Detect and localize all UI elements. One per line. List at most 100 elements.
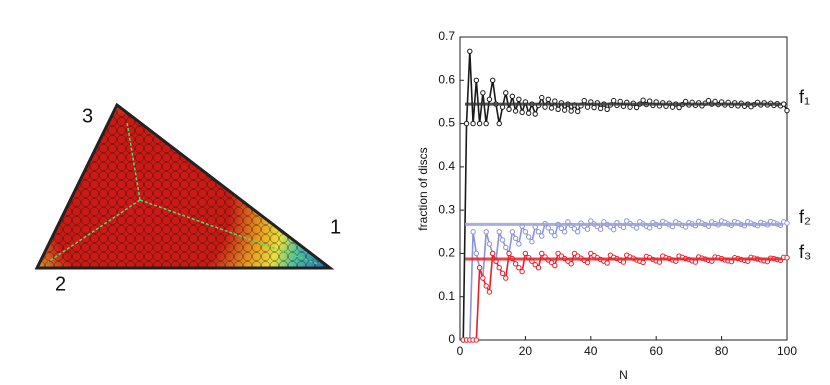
point: [539, 233, 545, 239]
point: [463, 120, 470, 127]
point: [646, 225, 653, 231]
point: [604, 106, 610, 112]
point: [512, 235, 519, 241]
point: [555, 106, 561, 112]
x-tick-label: 100: [777, 344, 797, 358]
point: [483, 229, 489, 235]
vertex-label: 1: [330, 216, 341, 238]
point: [509, 93, 516, 100]
point: [503, 275, 509, 281]
bisector: [139, 199, 319, 265]
point: [610, 97, 617, 104]
point: [575, 108, 581, 115]
point: [561, 107, 568, 113]
point: [529, 239, 535, 245]
point: [483, 120, 489, 127]
x-axis-label: N: [619, 368, 628, 382]
point: [535, 265, 542, 271]
point: [525, 234, 532, 240]
point: [545, 96, 551, 103]
point: [633, 225, 640, 231]
point: [473, 77, 480, 83]
x-tick-label: 0: [457, 344, 464, 358]
point: [545, 225, 551, 231]
point: [496, 229, 502, 235]
point: [781, 101, 787, 107]
point: [503, 90, 509, 96]
bisector: [47, 199, 141, 263]
point: [470, 229, 476, 235]
point: [486, 289, 493, 295]
point: [506, 106, 512, 112]
point: [473, 337, 480, 343]
point: [519, 109, 525, 116]
point: [516, 265, 522, 271]
disc-pattern: [37, 105, 330, 268]
y-tick-label: 0.4: [438, 159, 455, 173]
point: [568, 261, 574, 267]
point: [470, 120, 476, 127]
point: [539, 94, 545, 101]
point: [483, 283, 489, 289]
point: [499, 237, 506, 243]
triangle-diagram: 1 2 3: [34, 102, 341, 295]
y-tick-label: 0.1: [438, 289, 455, 303]
point: [480, 90, 486, 96]
point: [486, 96, 493, 103]
point: [561, 229, 568, 235]
point: [548, 105, 555, 111]
bisector: [126, 121, 141, 201]
x-tick-label: 80: [715, 344, 729, 358]
y-tick-label: 0.5: [438, 116, 455, 130]
point: [490, 77, 496, 83]
point: [512, 108, 519, 114]
point: [467, 48, 473, 54]
series-label: f₁: [799, 87, 810, 107]
point: [581, 97, 587, 104]
point: [604, 260, 610, 266]
series-line: [463, 219, 788, 341]
point: [516, 96, 522, 103]
y-tick-label: 0: [448, 332, 455, 346]
point: [486, 241, 493, 247]
point: [522, 250, 529, 257]
point: [473, 250, 480, 257]
point: [476, 265, 483, 271]
x-tick-label: 60: [650, 344, 664, 358]
point: [496, 265, 502, 271]
point: [597, 105, 604, 112]
series-line: [463, 251, 788, 341]
point: [575, 229, 581, 235]
point: [784, 107, 790, 114]
point: [519, 268, 525, 275]
point: [506, 250, 512, 257]
y-tick-label: 0.7: [438, 29, 455, 43]
point: [480, 275, 486, 281]
point: [571, 226, 578, 232]
point: [535, 229, 542, 235]
point: [525, 110, 532, 116]
point: [784, 255, 790, 261]
point: [532, 111, 538, 117]
point: [597, 226, 604, 232]
point: [503, 244, 509, 251]
point: [490, 250, 496, 257]
point: [640, 97, 646, 103]
point: [548, 229, 555, 235]
y-axis-label: fraction of discs: [416, 147, 430, 230]
vertex-label: 2: [55, 273, 66, 295]
point: [476, 120, 483, 127]
point: [512, 261, 519, 267]
x-tick-label: 20: [519, 344, 533, 358]
point: [568, 108, 574, 114]
y-tick-label: 0.2: [438, 246, 455, 260]
point: [610, 226, 617, 233]
point: [552, 232, 558, 239]
y-tick-label: 0.3: [438, 202, 455, 216]
triangle-edge: [34, 102, 335, 270]
y-tick-label: 0.6: [438, 72, 455, 86]
point: [532, 261, 538, 268]
point: [784, 220, 790, 226]
